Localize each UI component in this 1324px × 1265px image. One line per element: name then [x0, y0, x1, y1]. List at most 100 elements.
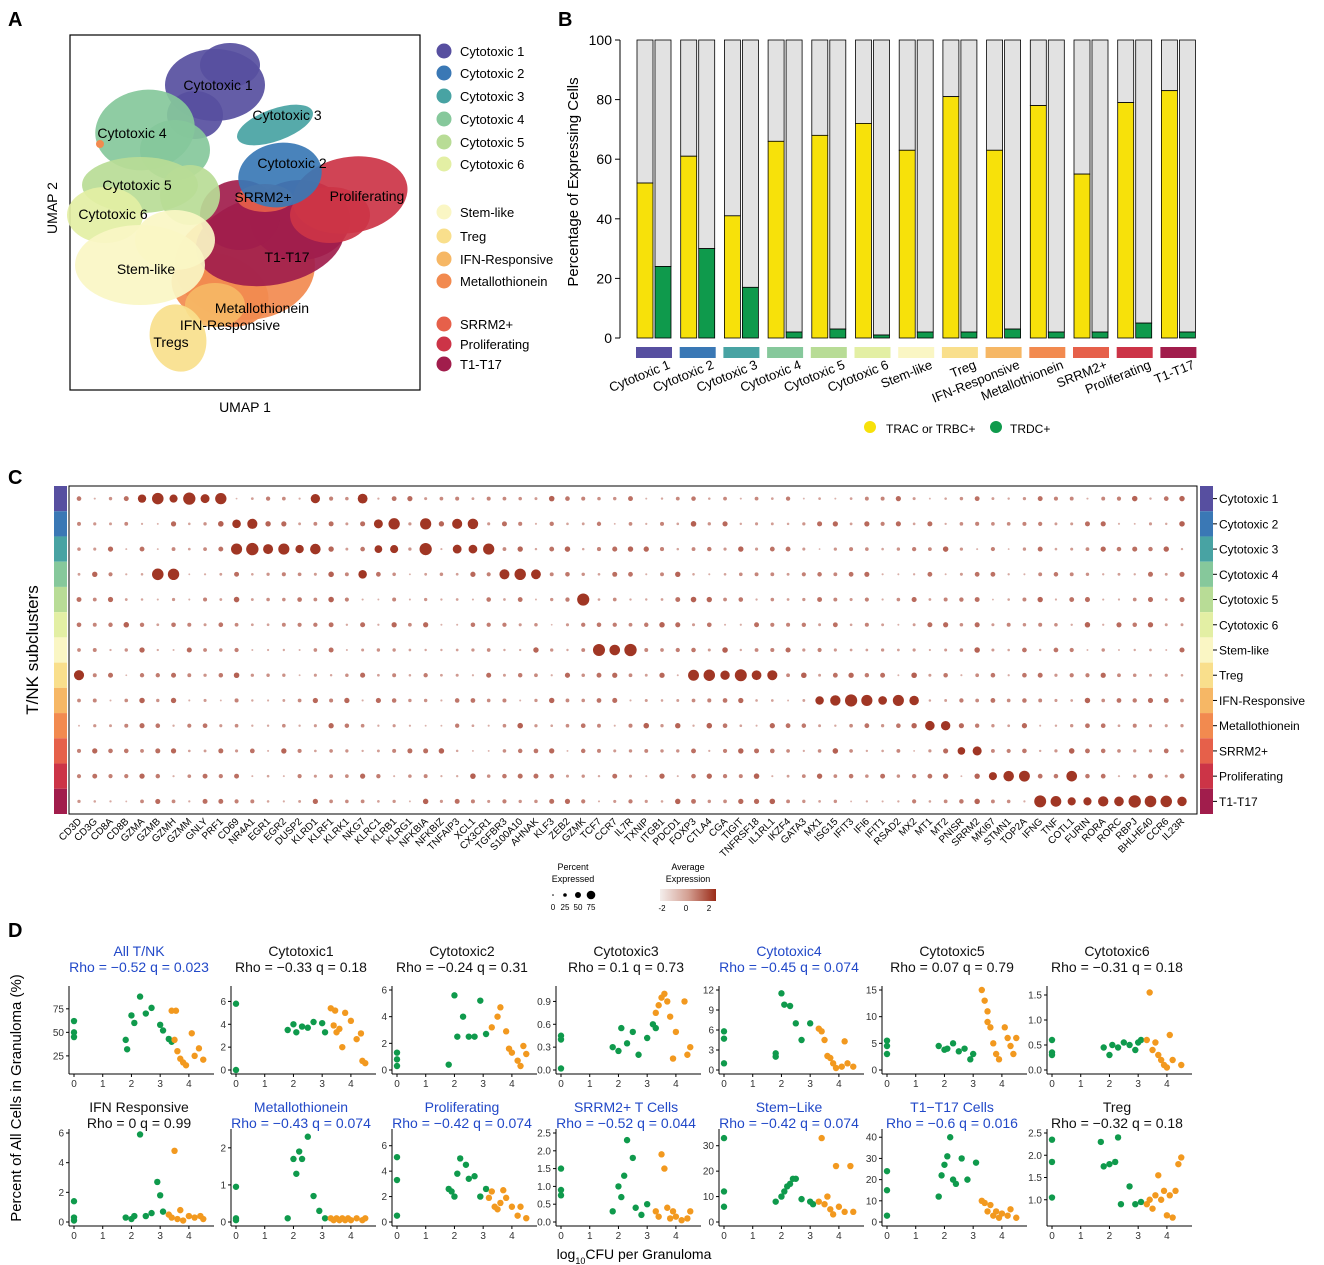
dotplot-dot	[565, 623, 570, 627]
scatter-title: Cytotoxic1	[268, 943, 334, 959]
scatter-point-orange	[829, 1060, 837, 1067]
scatter-point-green	[635, 1051, 642, 1058]
scatter-point-green	[944, 1045, 951, 1052]
scatter-point-green	[778, 990, 785, 997]
scatter-point-green	[290, 1021, 297, 1028]
bar-background	[829, 39, 847, 330]
scatter-y-tick-label: 4	[220, 1020, 226, 1031]
dotplot-dot	[1007, 497, 1010, 500]
scatter-x-tick-label: 0	[558, 1231, 564, 1242]
dotplot-dot	[93, 547, 97, 551]
scatter-point-green	[557, 1165, 565, 1172]
scatter-x-label-sub: 10	[575, 1256, 585, 1265]
dotplot-dot	[1117, 673, 1121, 678]
scatter-y-tick-label: 1.0	[1028, 1016, 1042, 1027]
dotplot-dot	[1132, 597, 1137, 602]
dotplot-dot	[140, 573, 144, 576]
dotplot-dot	[314, 749, 317, 753]
dotplot-dot	[188, 800, 191, 803]
dotplot-dot	[942, 546, 949, 552]
dotplot-dot	[960, 674, 963, 677]
dotplot-dot	[801, 572, 806, 577]
umap-legend-label: Cytotoxic 6	[460, 157, 524, 172]
dotplot-dot	[565, 496, 570, 501]
dotplot-dot	[310, 493, 321, 504]
dotplot-dot	[644, 622, 649, 627]
dotplot-dot	[109, 800, 112, 803]
dotplot-dot	[1117, 649, 1120, 651]
scatter-point-green	[70, 1217, 78, 1224]
umap-cluster-label: IFN-Responsive	[180, 317, 281, 333]
dotplot-dot	[313, 597, 318, 602]
scatter-point-green	[123, 1046, 131, 1053]
dotplot-dot	[183, 492, 196, 505]
scatter-x-tick-label: 1	[587, 1079, 593, 1090]
dotplot-dot	[645, 598, 648, 601]
dotplot-dot	[645, 573, 648, 576]
scatter-x-tick-label: 1	[750, 1231, 756, 1242]
scatter-stat: Rho = −0.43 q = 0.074	[231, 1115, 371, 1131]
umap-cluster-blob-2	[238, 142, 322, 208]
dotplot-dot	[392, 724, 396, 728]
scatter-stat: Rho = −0.31 q = 0.18	[1051, 959, 1183, 975]
scatter-point-orange	[1149, 1046, 1156, 1054]
dotplot-dot	[1179, 495, 1185, 502]
dotplot-dot	[1037, 496, 1043, 502]
bar-segment	[1161, 90, 1178, 339]
dotplot-dot	[203, 547, 207, 551]
scatter-x-tick-label: 3	[480, 1231, 486, 1242]
scatter-point-orange	[517, 1203, 524, 1210]
dotplot-dot	[911, 672, 917, 679]
dotplot-dot	[596, 748, 601, 753]
dotplot-dot	[1160, 795, 1172, 808]
scatter-x-tick-label: 1	[913, 1079, 919, 1090]
dotplot-dot	[1133, 648, 1136, 652]
scatter-point-green	[142, 1010, 150, 1017]
dotplot-dot	[1132, 622, 1137, 628]
scatter-point-green	[935, 1042, 942, 1050]
bar-segment	[829, 328, 847, 339]
dotplot-dot	[912, 573, 916, 576]
scatter-point-green	[159, 1027, 167, 1034]
dotplot-dot	[676, 698, 680, 702]
scatter-x-tick-label: 3	[970, 1079, 976, 1090]
dotplot-dot	[801, 622, 807, 627]
dotplot-dot	[298, 799, 302, 803]
dotplot-row-swatch-left	[54, 511, 67, 537]
scatter-x-tick-label: 1	[587, 1231, 593, 1242]
dotplot-dot	[329, 799, 333, 804]
scatter-point-orange	[1152, 1192, 1159, 1199]
dotplot-dot	[990, 799, 995, 804]
dotplot-dot	[487, 522, 491, 526]
dotplot-dot	[676, 522, 680, 526]
panel-label-d: D	[8, 920, 22, 942]
scatter-x-tick-label: 3	[644, 1079, 650, 1090]
dotplot-dot	[518, 799, 522, 804]
bar-background	[1004, 39, 1021, 330]
dotplot-dot	[1084, 597, 1090, 603]
scatter-point-orange	[818, 1028, 825, 1035]
dotplot-dot	[892, 694, 904, 707]
dotplot-dot	[377, 497, 380, 500]
dotplot-dot	[1053, 773, 1059, 779]
dotplot-dot	[313, 521, 318, 526]
scatter-x-tick-label: 4	[836, 1231, 842, 1242]
dotplot-dot	[1054, 698, 1058, 702]
dotplot-dot	[549, 546, 555, 552]
bar-segment	[1135, 322, 1153, 339]
scatter-point-green	[615, 1047, 622, 1055]
scatter-point-orange	[171, 1147, 178, 1155]
dotplot-dot	[675, 571, 681, 578]
dotplot-dot	[377, 623, 380, 626]
dotplot-dot	[675, 622, 681, 628]
dotplot-dot	[1053, 572, 1059, 577]
dotplot-dot	[878, 696, 887, 705]
size-legend-dot	[563, 893, 567, 897]
scatter-point-green	[609, 1208, 616, 1215]
dotplot-dot	[376, 749, 380, 753]
umap-legend-swatch	[436, 336, 452, 352]
scatter-point-green	[148, 1209, 155, 1217]
dotplot-dot	[1100, 723, 1106, 729]
dotplot-dot	[991, 623, 995, 627]
dotplot-dot	[155, 798, 161, 804]
